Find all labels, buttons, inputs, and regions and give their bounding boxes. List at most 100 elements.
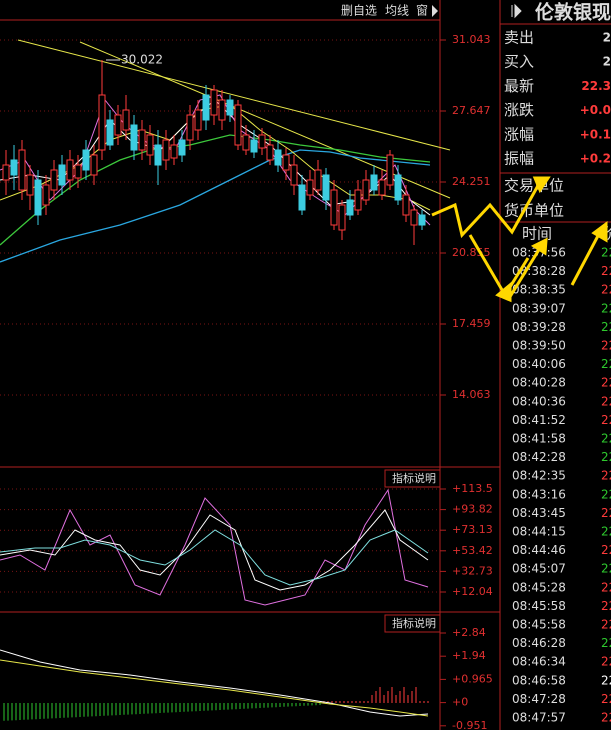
candle-body <box>202 94 210 121</box>
axis-label: 14.063 <box>452 388 491 401</box>
arrowhead <box>495 281 512 303</box>
tick-time: 08:42:28 <box>512 450 566 464</box>
axis-label: 17.459 <box>452 317 491 330</box>
candle-body <box>66 159 74 181</box>
tick-time: 08:46:34 <box>512 655 566 669</box>
quote-label: 卖出 <box>504 29 534 47</box>
tick-time: 08:39:07 <box>512 301 566 315</box>
candle-body <box>98 94 106 151</box>
tick-price: 22 <box>601 320 611 334</box>
tick-price: 22 <box>601 562 611 576</box>
candle-body <box>34 179 42 216</box>
quote-value: +0.2 <box>580 152 611 166</box>
quote-value: 22.3 <box>581 79 611 93</box>
axis-label: +1.94 <box>452 649 486 662</box>
tick-price: 22 <box>601 283 611 297</box>
tick-price: 22 <box>601 599 611 613</box>
grid <box>0 39 440 593</box>
panel-toggle[interactable] <box>511 3 522 19</box>
indicator-button[interactable] <box>384 469 441 488</box>
candle-body <box>218 99 226 121</box>
toolbar-button[interactable]: 均线 <box>385 4 409 18</box>
candle-body <box>42 184 50 206</box>
axis-label: +73.13 <box>452 523 493 536</box>
toolbar-button[interactable]: 删自选 <box>341 4 377 18</box>
candle-body <box>346 199 354 216</box>
candle-body <box>242 134 250 151</box>
tick-price: 22 <box>601 339 611 353</box>
candle-body <box>170 144 178 159</box>
tick-time: 08:44:46 <box>512 543 566 557</box>
tick-price: 22 <box>601 580 611 594</box>
candle-body <box>306 179 314 196</box>
candle-body <box>178 139 186 156</box>
tick-time: 08:39:50 <box>512 339 566 353</box>
axis-label: 27.647 <box>452 104 491 117</box>
tick-time: 08:45:28 <box>512 580 566 594</box>
quote-label: 最新 <box>504 77 534 95</box>
quote-label: 买入 <box>504 53 534 71</box>
candle-body <box>122 109 130 131</box>
axis-label: +0 <box>452 696 468 709</box>
tick-time: 08:40:28 <box>512 376 566 390</box>
column-header: 时间 <box>522 225 552 243</box>
arrow-path <box>431 181 542 239</box>
tick-time: 08:43:16 <box>512 487 566 501</box>
candle-body <box>258 134 266 149</box>
toolbar-arrow[interactable] <box>432 5 438 17</box>
arrow-path <box>570 231 602 286</box>
tick-price: 22 <box>601 246 611 260</box>
tick-price: 22 <box>601 487 611 501</box>
candle-body <box>402 194 410 216</box>
tick-time: 08:43:45 <box>512 506 566 520</box>
arrowhead <box>532 176 551 194</box>
candle-body <box>106 119 114 146</box>
tick-price: 22 <box>601 394 611 408</box>
candle-body <box>74 164 82 179</box>
candle-body <box>290 164 298 186</box>
candle-body <box>370 174 378 191</box>
tick-price: 22 <box>601 469 611 483</box>
tick-price: 22 <box>601 506 611 520</box>
quote-value: 2 <box>603 31 611 45</box>
tick-price: 22 <box>601 636 611 650</box>
tick-price: 22 <box>601 525 611 539</box>
axis-label: 24.251 <box>452 175 491 188</box>
candle-body <box>338 204 346 231</box>
axis-label: 20.855 <box>452 246 491 259</box>
axis-labels: 31.043 27.647 24.251 20.855 17.459 14.063 +113… <box>440 33 493 730</box>
tick-time: 08:38:28 <box>512 264 566 278</box>
tick-time: 08:47:57 <box>512 711 566 725</box>
ma-line <box>0 134 431 246</box>
candle-body <box>130 124 138 151</box>
axis-label: +32.73 <box>452 564 493 577</box>
indicator-button-label[interactable]: 指标说明 <box>392 616 436 630</box>
tick-price: 22 <box>601 655 611 669</box>
quote-value: 2 <box>603 55 611 69</box>
axis-label: -0.951 <box>452 719 487 730</box>
tick-time: 08:39:28 <box>512 320 566 334</box>
candle-body <box>282 154 290 171</box>
tick-price: 22 <box>601 711 611 725</box>
macd-dea <box>0 659 429 717</box>
toolbar-button[interactable]: 窗 <box>416 4 428 18</box>
candle-body <box>10 159 18 176</box>
indicator-button[interactable] <box>384 614 441 633</box>
candle-body <box>138 129 146 151</box>
axis-label: +12.04 <box>452 585 493 598</box>
kdj-j <box>0 488 429 606</box>
candle-body <box>362 179 370 201</box>
candle-body <box>354 189 362 211</box>
tick-time: 08:44:15 <box>512 525 566 539</box>
tick-time: 08:42:35 <box>512 469 566 483</box>
quote-value: +0.1 <box>580 127 611 141</box>
candle-body <box>378 179 386 196</box>
tick-time: 08:45:58 <box>512 618 566 632</box>
axis-label: +53.42 <box>452 544 493 557</box>
candle-body <box>298 184 306 211</box>
indicator-button-label[interactable]: 指标说明 <box>392 471 436 485</box>
axis-label: +113.5 <box>452 482 493 495</box>
arrowhead <box>591 221 608 243</box>
candle-body <box>410 209 418 226</box>
